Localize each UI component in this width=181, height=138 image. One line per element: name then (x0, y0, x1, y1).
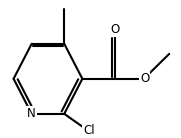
Text: O: O (140, 72, 150, 85)
Text: Cl: Cl (83, 124, 94, 137)
Text: N: N (27, 107, 36, 120)
Text: O: O (110, 23, 120, 36)
